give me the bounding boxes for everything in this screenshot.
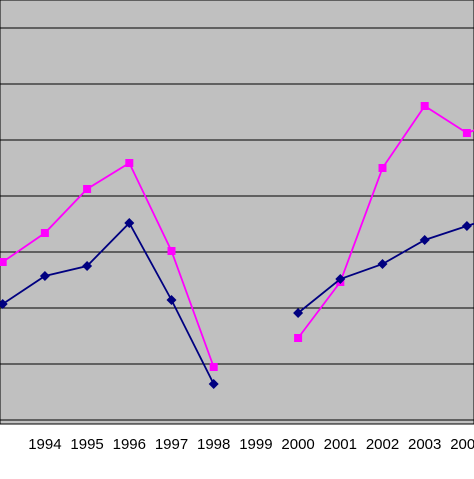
x-tick-label-1: 1995 xyxy=(70,436,103,453)
series-0-point-2003 xyxy=(420,102,429,110)
series-1-point-2003 xyxy=(419,235,430,245)
x-tick-label-6: 2000 xyxy=(281,436,314,453)
series-1-point-2000 xyxy=(293,308,304,318)
x-tick-label-5: 1999 xyxy=(239,436,272,453)
x-tick-label-4: 1998 xyxy=(197,436,230,453)
x-tick-label-2: 1996 xyxy=(113,436,146,453)
series-1-point-1994 xyxy=(39,271,50,281)
x-tick-label-3: 1997 xyxy=(155,436,188,453)
gridlines xyxy=(0,27,474,421)
series-1-point-1998 xyxy=(208,379,219,389)
series-0-point-1995 xyxy=(83,185,92,193)
x-tick-label-10: 2004 xyxy=(450,436,474,453)
series-1-point-2004 xyxy=(461,221,472,231)
series-1-line-0 xyxy=(2,221,215,385)
series-1-point-2001 xyxy=(335,274,346,284)
plot-area xyxy=(0,0,474,425)
series-1-point-2002 xyxy=(377,259,388,269)
series-0-point-2004 xyxy=(462,129,471,137)
series-1-point-1996 xyxy=(124,218,135,228)
series-0-point-1994 xyxy=(40,229,49,237)
series-0-point-2000 xyxy=(294,334,303,342)
x-tick-label-0: 1994 xyxy=(28,436,61,453)
x-tick-label-7: 2001 xyxy=(324,436,357,453)
series-0-point-1993 xyxy=(0,258,7,266)
series-1-point-1997 xyxy=(166,295,177,305)
x-axis-ticks: 1994 1995 1996 1997 1998 1999 2000 2001 2002 2003… xyxy=(28,436,474,453)
series-0-line-0 xyxy=(2,161,215,368)
series-0-point-2002 xyxy=(378,164,387,172)
series-0-point-1998 xyxy=(209,363,218,371)
series-0-point-1997 xyxy=(167,247,176,255)
series-0-point-1996 xyxy=(125,159,134,167)
series-1-point-1995 xyxy=(82,261,93,271)
x-tick-label-8: 2002 xyxy=(366,436,399,453)
series-1-point-1993 xyxy=(0,299,8,309)
x-tick-label-9: 2003 xyxy=(408,436,441,453)
